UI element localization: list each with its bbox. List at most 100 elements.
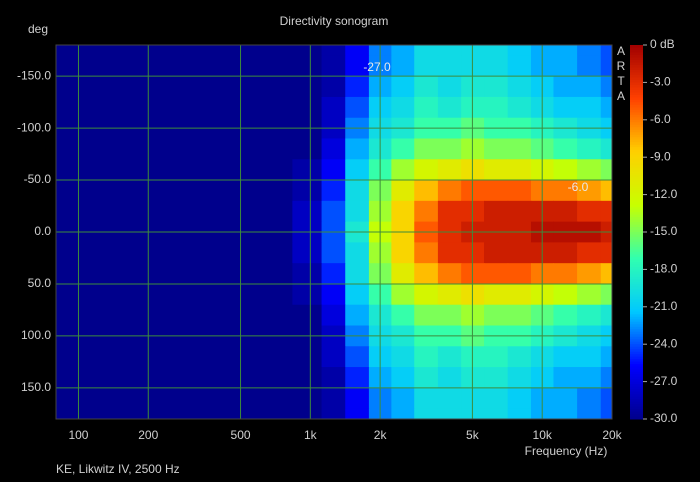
heat-cell (292, 180, 323, 202)
heat-cell (484, 387, 509, 410)
colorbar-segment (630, 45, 643, 48)
heat-cell (507, 55, 532, 77)
heat-cell (183, 304, 247, 326)
colorbar-segment (630, 289, 643, 293)
heat-cell (321, 159, 346, 181)
heat-cell (391, 242, 415, 264)
heat-cell (507, 304, 532, 326)
heat-cell (600, 387, 613, 410)
heat-cell (56, 408, 114, 420)
colorbar-segment (630, 209, 643, 213)
colorbar-segment (630, 404, 643, 408)
heat-cell (553, 159, 578, 181)
heat-cell (577, 387, 602, 410)
colorbar-segment (630, 411, 643, 415)
heat-cell (437, 96, 462, 119)
heat-cell (553, 304, 578, 326)
heat-cell (56, 304, 114, 326)
heat-cell (414, 159, 439, 181)
colorbar-segment (630, 212, 643, 216)
colorbar-segment (630, 246, 643, 250)
colorbar-segment (630, 344, 643, 348)
heat-cell (183, 283, 247, 306)
heat-cell (437, 387, 462, 410)
heat-cell (56, 180, 114, 202)
heat-cell (577, 346, 602, 368)
colorbar-label: -9.0 (650, 149, 671, 163)
heat-cell (183, 55, 247, 77)
colorbar-segment (630, 67, 643, 71)
colorbar-segment (630, 59, 643, 63)
heat-cell (577, 45, 602, 56)
x-tick-label: 20k (602, 428, 622, 442)
heat-cell (437, 45, 462, 56)
heat-cell (414, 346, 439, 368)
colorbar-segment (630, 339, 643, 343)
colorbar-segment (630, 64, 643, 68)
colorbar-segment (630, 172, 643, 176)
colorbar-label: -30.0 (650, 411, 678, 425)
heat-cell (553, 45, 578, 56)
heat-cell (292, 96, 323, 119)
colorbar-segment (630, 394, 643, 398)
heat-cell (553, 55, 578, 77)
heat-cell (577, 263, 602, 285)
colorbar-segment (630, 124, 643, 128)
colorbar-segment (630, 107, 643, 111)
colorbar-segment (630, 132, 643, 136)
heat-cell (345, 263, 370, 285)
heat-cell (577, 159, 602, 181)
heat-cell (292, 283, 323, 306)
colorbar-segment (630, 334, 643, 338)
colorbar-segment (630, 281, 643, 285)
heat-cell (292, 242, 323, 264)
heat-cell (391, 45, 415, 56)
heat-cell (246, 304, 293, 326)
heat-cell (484, 159, 509, 181)
x-tick-label: 100 (68, 428, 88, 442)
colorbar-segment (630, 389, 643, 393)
colorbar-segment (630, 254, 643, 258)
heat-cell (345, 180, 370, 202)
colorbar-segment (630, 271, 643, 275)
heat-cell (345, 200, 370, 223)
heat-cell (507, 346, 532, 368)
heat-cell (577, 138, 602, 160)
colorbar-segment (630, 309, 643, 313)
heat-cell (292, 159, 323, 181)
heat-cell (437, 346, 462, 368)
heat-cell (553, 346, 578, 368)
heat-cell (553, 283, 578, 306)
heat-cell (345, 159, 370, 181)
colorbar-segment (630, 314, 643, 318)
colorbar-segment (630, 329, 643, 333)
colorbar-segment (630, 152, 643, 156)
colorbar-segment (630, 256, 643, 260)
heat-cell (553, 387, 578, 410)
heat-cell (577, 367, 602, 389)
heat-cell (484, 304, 509, 326)
colorbar-segment (630, 279, 643, 283)
heat-cell (321, 408, 346, 420)
heat-cell (345, 408, 370, 420)
heat-cell (507, 387, 532, 410)
heat-cell (484, 242, 509, 264)
contour-label: -6.0 (568, 180, 589, 194)
colorbar-segment (630, 251, 643, 255)
colorbar-segment (630, 351, 643, 355)
heat-cell (246, 408, 293, 420)
contour-label: -27.0 (363, 60, 391, 74)
colorbar-segment (630, 306, 643, 310)
heat-cell (553, 263, 578, 285)
brand-letter: A (617, 44, 625, 58)
colorbar-segment (630, 299, 643, 303)
y-tick-label: -50.0 (24, 172, 52, 186)
y-tick-label: 100.0 (21, 328, 51, 342)
heat-cell (292, 387, 323, 410)
heat-cell (484, 55, 509, 77)
heat-cell (391, 55, 415, 77)
heat-cell (345, 76, 370, 98)
heat-cell (246, 45, 293, 56)
colorbar-segment (630, 217, 643, 221)
